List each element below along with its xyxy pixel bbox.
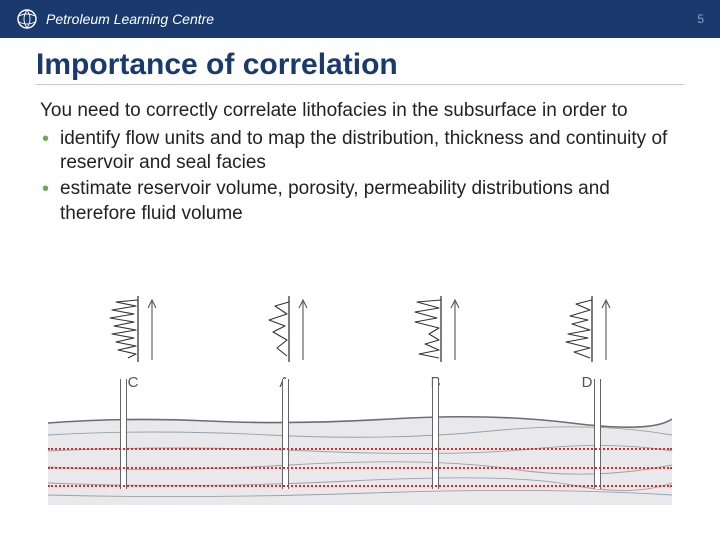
well-pipe xyxy=(594,379,601,489)
well-label: C xyxy=(128,374,139,391)
well-log-row: C AB D xyxy=(48,290,672,391)
well-label: D xyxy=(582,374,593,391)
strata-svg xyxy=(48,395,672,505)
well-log-icon xyxy=(245,290,323,368)
correlation-diagram: C AB D xyxy=(48,290,672,505)
well-log-icon xyxy=(94,290,172,368)
well-log: A xyxy=(239,290,329,391)
well-log: B xyxy=(391,290,481,391)
correlation-line xyxy=(48,485,672,487)
bullet-item: estimate reservoir volume, porosity, per… xyxy=(40,177,684,226)
well-pipe xyxy=(282,379,289,489)
correlation-line xyxy=(48,467,672,469)
cross-section xyxy=(48,395,672,505)
bullet-list: identify flow units and to map the distr… xyxy=(36,127,684,226)
slide-header: Petroleum Learning Centre 5 xyxy=(0,0,720,38)
slide-title: Importance of correlation xyxy=(36,48,684,85)
page-number: 5 xyxy=(697,12,704,26)
well-log: C xyxy=(88,290,178,391)
well-pipe xyxy=(432,379,439,489)
intro-text: You need to correctly correlate lithofac… xyxy=(36,99,684,123)
globe-icon xyxy=(16,8,38,30)
well-pipe xyxy=(120,379,127,489)
brand-text: Petroleum Learning Centre xyxy=(46,11,214,27)
well-log: D xyxy=(542,290,632,391)
brand-logo: Petroleum Learning Centre xyxy=(16,8,214,30)
well-log-icon xyxy=(548,290,626,368)
well-log-icon xyxy=(397,290,475,368)
bullet-item: identify flow units and to map the distr… xyxy=(40,127,684,176)
correlation-line xyxy=(48,448,672,450)
